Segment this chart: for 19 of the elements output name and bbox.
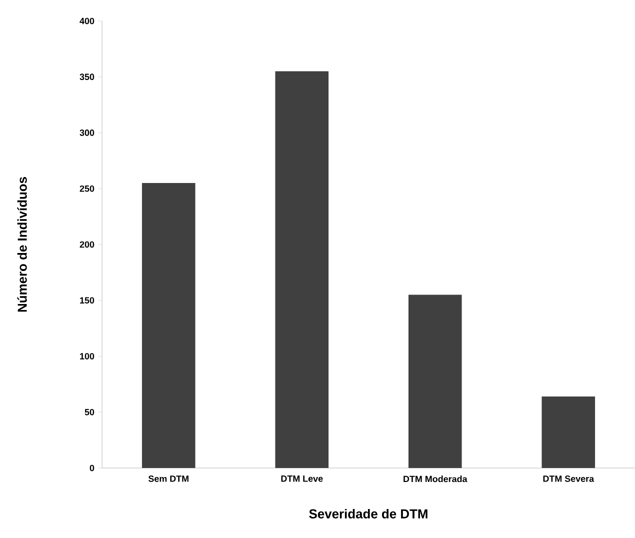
y-tick-label: 350: [80, 74, 94, 80]
x-tick-label: DTM Moderada: [404, 476, 468, 482]
y-tick-label: 200: [80, 241, 94, 248]
x-tick-label: Sem DTM: [148, 476, 188, 482]
y-tick-label: 400: [80, 18, 94, 24]
bar: [142, 183, 196, 468]
bar: [408, 294, 462, 468]
y-axis-title: Número de Indivíduos: [17, 177, 27, 312]
x-tick-label: DTM Severa: [543, 476, 594, 482]
y-tick-label: 150: [80, 297, 94, 304]
y-tick-label: 100: [80, 353, 94, 360]
bar: [275, 71, 329, 468]
y-tick-label: 50: [84, 408, 94, 416]
x-axis-title: Severidade de DTM: [309, 508, 428, 518]
y-tick-label: 250: [80, 185, 94, 192]
x-tick-label: DTM Leve: [281, 476, 323, 482]
y-tick-label: 0: [90, 464, 94, 472]
bar: [542, 396, 596, 468]
y-tick-label: 300: [80, 130, 94, 136]
